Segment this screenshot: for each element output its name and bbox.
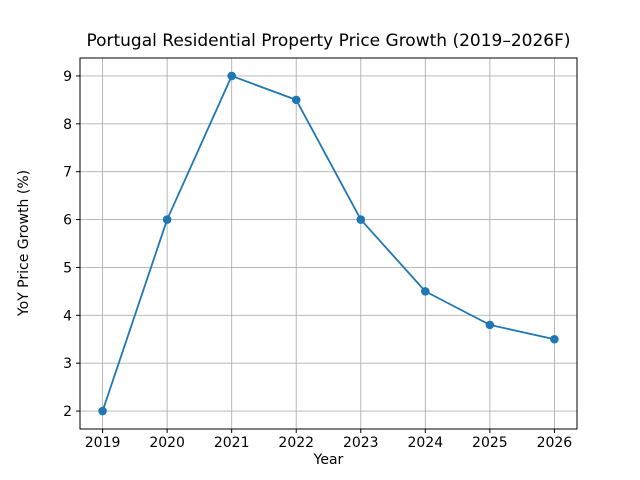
plot-border — [79, 57, 578, 430]
y-tick-label: 6 — [63, 213, 72, 229]
data-point — [550, 334, 559, 344]
x-tick-label: 2019 — [85, 435, 121, 451]
data-point — [356, 215, 366, 224]
x-tick-label: 2020 — [149, 435, 185, 451]
data-point — [162, 215, 172, 224]
y-tick-label: 8 — [63, 117, 72, 133]
y-tick-label: 9 — [63, 69, 72, 85]
grid-layer — [80, 58, 577, 429]
y-tick-label: 2 — [63, 404, 72, 420]
data-point — [291, 95, 301, 105]
x-tick-label: 2026 — [537, 435, 573, 451]
chart-title: Portugal Residential Property Price Grow… — [86, 31, 571, 51]
x-tick-label: 2023 — [343, 435, 379, 451]
data-point — [98, 406, 107, 416]
x-tick-label: 2024 — [407, 435, 443, 451]
data-line — [101, 75, 556, 412]
y-tick-label: 5 — [63, 260, 72, 276]
axes-layer: 2019 2020 2021 2022 2023 2024 2025 2026 2 3 4 5 6 7 8 9 — [63, 57, 578, 451]
y-tick-label: 4 — [63, 308, 72, 324]
data-point — [227, 71, 236, 81]
data-point — [485, 320, 495, 330]
data-series-layer — [98, 71, 559, 416]
y-tick-label: 7 — [63, 165, 72, 181]
x-tick-label: 2025 — [472, 435, 508, 451]
y-tick-label: 3 — [63, 356, 72, 372]
x-tick-label: 2021 — [214, 435, 250, 451]
data-point — [421, 287, 430, 296]
x-tick-label: 2022 — [278, 435, 314, 451]
x-axis-label: Year — [313, 452, 344, 468]
